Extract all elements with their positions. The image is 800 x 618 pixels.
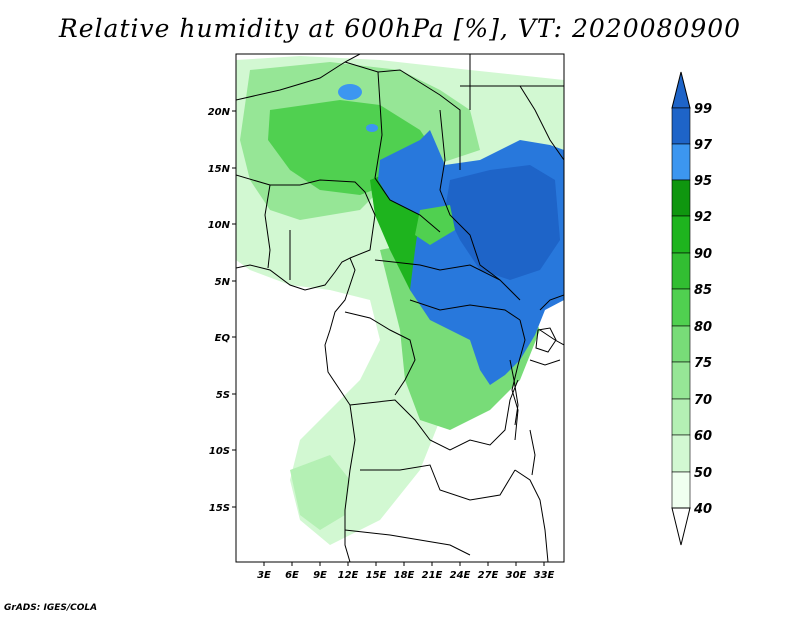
rh-zone-mid-green bbox=[415, 205, 455, 245]
colorbar-label: 60 bbox=[694, 429, 712, 444]
lat-tick-label: 5S bbox=[216, 390, 230, 401]
colorbar-segment bbox=[671, 179, 691, 217]
border-drc-south bbox=[349, 379, 519, 451]
lon-tick-label: 3E bbox=[257, 570, 271, 581]
border-sahara-2 bbox=[344, 61, 461, 170]
colorbar-segment bbox=[671, 107, 691, 145]
colorbar-label: 75 bbox=[694, 356, 712, 371]
map-title: Relative humidity at 600hPa [%], VT: 202… bbox=[58, 14, 742, 43]
border-nigeria bbox=[299, 179, 376, 259]
border-east bbox=[529, 294, 564, 366]
lon-tick-label: 15E bbox=[366, 570, 387, 581]
lon-tick-label: 30E bbox=[506, 570, 527, 581]
colorbar: 99 97 95 92 90 85 80 75 70 60 50 40 bbox=[671, 71, 713, 546]
border-great-lakes bbox=[511, 319, 526, 441]
west-africa-coast bbox=[236, 257, 356, 562]
colorbar-segment bbox=[671, 471, 691, 509]
lake-victoria bbox=[535, 327, 557, 353]
lon-tick-label: 27E bbox=[478, 570, 499, 581]
lat-tick-label: 5N bbox=[215, 277, 231, 288]
border-chad-sudan bbox=[439, 109, 501, 281]
rh-zone-97 bbox=[445, 165, 560, 280]
lat-tick-label: 20N bbox=[208, 107, 231, 118]
rh-zone-southwest bbox=[290, 455, 350, 530]
lon-tick-label: 24E bbox=[450, 570, 471, 581]
border-mozambique bbox=[514, 469, 549, 562]
colorbar-label: 90 bbox=[694, 247, 712, 262]
colorbar-top-arrow bbox=[671, 71, 691, 109]
colorbar-bottom-arrow bbox=[671, 507, 691, 546]
lon-tick-label: 12E bbox=[338, 570, 359, 581]
lat-tick-label: 10S bbox=[209, 446, 230, 457]
colorbar-segment bbox=[671, 288, 691, 327]
lon-tick-label: 18E bbox=[394, 570, 415, 581]
border-sahara-1 bbox=[236, 54, 361, 101]
colorbar-label: 99 bbox=[694, 102, 712, 117]
colorbar-label: 50 bbox=[694, 466, 712, 481]
border-car bbox=[374, 259, 521, 301]
lat-tick-label: 15S bbox=[209, 503, 230, 514]
colorbar-segment bbox=[671, 252, 691, 290]
colorbar-label: 97 bbox=[694, 138, 713, 153]
colorbar-segment bbox=[671, 143, 691, 181]
colorbar-label: 70 bbox=[694, 393, 712, 408]
colorbar-label: 85 bbox=[694, 283, 712, 298]
lake-malawi bbox=[529, 429, 536, 476]
border-congo bbox=[344, 311, 416, 396]
lon-tick-label: 33E bbox=[534, 570, 555, 581]
lon-tick-label: 21E bbox=[422, 570, 443, 581]
humidity-field bbox=[236, 56, 564, 545]
grads-credit: GrADS: IGES/COLA bbox=[4, 603, 98, 613]
colorbar-segment bbox=[671, 361, 691, 400]
colorbar-label: 40 bbox=[693, 502, 712, 517]
lon-axis: 3E 6E 9E 12E 15E 18E 21E 24E 27E 30E 33E bbox=[257, 562, 555, 581]
colorbar-segment bbox=[671, 215, 691, 254]
lat-tick-label: EQ bbox=[215, 333, 231, 344]
lat-tick-label: 15N bbox=[208, 164, 231, 175]
colorbar-segment bbox=[671, 434, 691, 473]
lat-tick-label: 10N bbox=[208, 220, 231, 231]
colorbar-label: 92 bbox=[694, 210, 712, 225]
red-sea-coast bbox=[519, 85, 564, 161]
border-west-states bbox=[236, 174, 300, 280]
rh-spot-north-2 bbox=[366, 124, 378, 132]
colorbar-segment bbox=[671, 398, 691, 436]
colorbar-segment bbox=[671, 325, 691, 363]
map-frame bbox=[235, 53, 565, 563]
lake-tanganyika bbox=[509, 359, 519, 426]
border-namibia bbox=[344, 529, 471, 556]
country-borders bbox=[236, 54, 564, 562]
colorbar-label: 95 bbox=[694, 174, 712, 189]
lon-tick-label: 9E bbox=[313, 570, 327, 581]
border-drc-north bbox=[409, 299, 521, 321]
lon-tick-label: 6E bbox=[285, 570, 299, 581]
border-niger-chad bbox=[374, 71, 441, 233]
lat-axis: 20N 15N 10N 5N EQ 5S 10S 15S bbox=[208, 107, 236, 514]
colorbar-label: 80 bbox=[694, 320, 712, 335]
rh-spot-north bbox=[338, 84, 362, 100]
border-angola-zambia bbox=[360, 464, 516, 501]
